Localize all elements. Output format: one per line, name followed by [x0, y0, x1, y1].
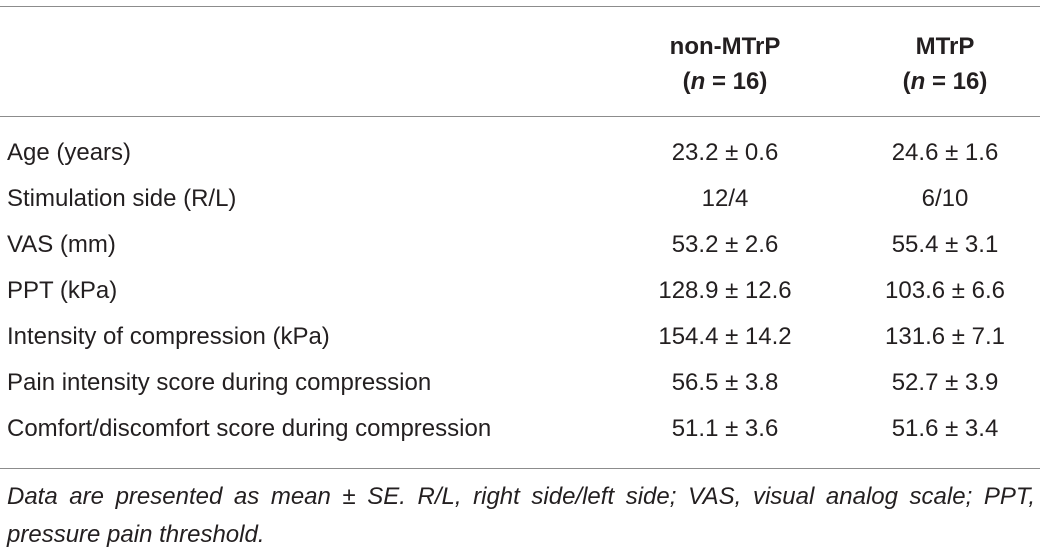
non-mtrp-value: 56.5 ± 3.8	[671, 369, 779, 396]
table-row: PPT (kPa) 128.9 ± 12.6 103.6 ± 6.6	[0, 268, 1040, 314]
mtrp-value: 55.4 ± 3.1	[891, 231, 999, 258]
table-top-rule	[0, 6, 1040, 7]
non-mtrp-value: 128.9 ± 12.6	[658, 277, 792, 304]
table-row: Age (years) 23.2 ± 0.6 24.6 ± 1.6	[0, 130, 1040, 176]
column-header-non-mtrp-n: (n = 16)	[630, 64, 820, 99]
table-row: Stimulation side (R/L) 12/4 6/10	[0, 176, 1040, 222]
non-mtrp-value: 12/4	[701, 185, 749, 212]
row-label: PPT (kPa)	[7, 277, 118, 304]
table-header-rule	[0, 116, 1040, 117]
non-mtrp-value: 23.2 ± 0.6	[671, 139, 779, 166]
row-label: Stimulation side (R/L)	[7, 185, 237, 212]
row-label: VAS (mm)	[7, 231, 116, 258]
mtrp-value: 131.6 ± 7.1	[885, 323, 1005, 350]
column-header-mtrp-title: MTrP	[915, 33, 975, 60]
column-header-mtrp-n: (n = 16)	[860, 64, 1030, 99]
table-row: Intensity of compression (kPa) 154.4 ± 1…	[0, 314, 1040, 360]
mtrp-value: 24.6 ± 1.6	[891, 139, 999, 166]
n-value: = 16)	[925, 68, 988, 95]
mtrp-value: 51.6 ± 3.4	[891, 415, 999, 442]
row-label: Intensity of compression (kPa)	[7, 323, 330, 350]
n-symbol: n	[910, 68, 926, 95]
row-label: Pain intensity score during compression	[7, 369, 432, 396]
paren-open: (	[682, 68, 691, 95]
non-mtrp-value: 53.2 ± 2.6	[671, 231, 779, 258]
table-row: VAS (mm) 53.2 ± 2.6 55.4 ± 3.1	[0, 222, 1040, 268]
table-row: Comfort/discomfort score during compress…	[0, 406, 1040, 452]
table-row: Pain intensity score during compression …	[0, 360, 1040, 406]
column-header-non-mtrp: non-MTrP (n = 16)	[630, 29, 820, 99]
paren-open: (	[902, 68, 911, 95]
mtrp-value: 103.6 ± 6.6	[885, 277, 1005, 304]
n-symbol: n	[690, 68, 706, 95]
mtrp-value: 6/10	[921, 185, 969, 212]
n-value: = 16)	[705, 68, 768, 95]
mtrp-value: 52.7 ± 3.9	[891, 369, 999, 396]
non-mtrp-value: 51.1 ± 3.6	[671, 415, 779, 442]
row-label: Age (years)	[7, 139, 132, 166]
column-header-non-mtrp-title: non-MTrP	[669, 33, 781, 60]
non-mtrp-value: 154.4 ± 14.2	[658, 323, 792, 350]
row-label: Comfort/discomfort score during compress…	[7, 415, 492, 442]
table-bottom-rule	[0, 468, 1040, 469]
table-footnote: Data are presented as mean ± SE. R/L, ri…	[7, 483, 1035, 548]
column-header-mtrp: MTrP (n = 16)	[860, 29, 1030, 99]
